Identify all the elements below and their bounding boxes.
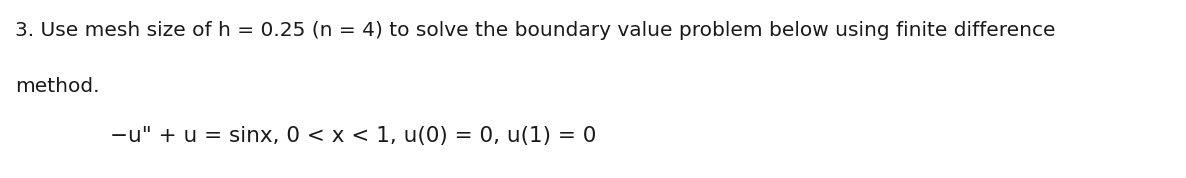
Text: 3. Use mesh size of h = 0.25 (n = 4) to solve the boundary value problem below u: 3. Use mesh size of h = 0.25 (n = 4) to … (15, 21, 1056, 40)
Text: method.: method. (15, 77, 100, 96)
Text: −u" + u = sinx, 0 < x < 1, u(0) = 0, u(1) = 0: −u" + u = sinx, 0 < x < 1, u(0) = 0, u(1… (110, 126, 597, 146)
